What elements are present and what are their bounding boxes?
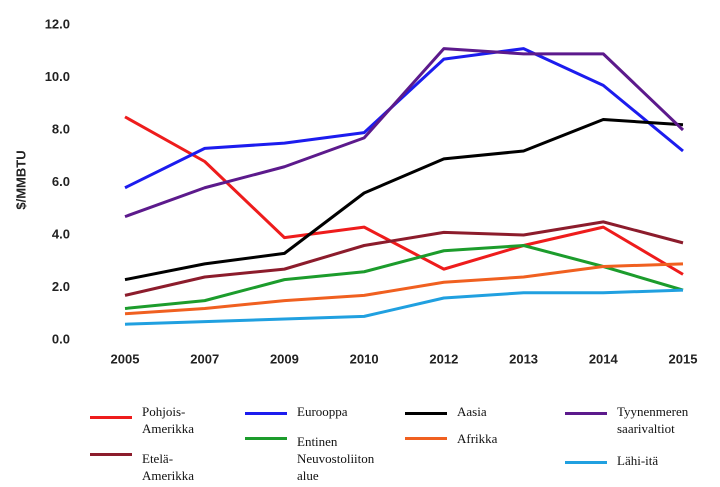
y-tick-label: 2.0 [52,279,70,294]
y-tick-label: 8.0 [52,121,70,136]
x-tick-label: 2005 [111,351,140,366]
legend-swatch [565,461,607,464]
y-axis-label: $/MMBTU [13,150,28,209]
y-tick-label: 10.0 [45,69,70,84]
x-tick-label: 2013 [509,351,538,366]
legend-label: Lähi-itä [617,453,659,468]
x-tick-label: 2010 [350,351,379,366]
y-tick-label: 0.0 [52,331,70,346]
plot: $/MMBTU 0.0 2.0 4.0 6.0 8.0 10.0 12.0 2005 2007 2… [13,16,698,366]
series-line [124,288,684,326]
legend-label: Pohjois- Amerikka [142,404,194,436]
legend-label: Entinen Neuvostoliiton alue [297,434,375,483]
legend-label: Etelä- Amerikka [142,451,194,483]
x-tick-label: 2007 [190,351,219,366]
legend-swatch [90,416,132,419]
legend-label: Aasia [457,404,487,419]
series-line [124,115,684,276]
legend-swatch [405,412,447,415]
legend-swatch [565,412,607,415]
series-line [124,118,684,282]
y-tick-label: 12.0 [45,16,70,31]
x-tick-label: 2012 [429,351,458,366]
legend-swatch [245,437,287,440]
series-line [124,262,684,316]
legend-label: Eurooppa [297,404,348,419]
y-tick-label: 6.0 [52,174,70,189]
legend-label: Tyynenmeren saarivaltiot [617,404,689,436]
legend-label: Afrikka [457,431,498,446]
series-line [124,47,685,219]
y-tick-label: 4.0 [52,226,70,241]
series-line [124,47,684,190]
legend-swatch [245,412,287,415]
x-tick-label: 2015 [669,351,698,366]
x-tick-label: 2009 [270,351,299,366]
series-line [124,244,684,310]
legend-swatch [405,437,447,440]
series-line [124,220,684,297]
legend-swatch [90,453,132,456]
x-tick-label: 2014 [589,351,619,366]
